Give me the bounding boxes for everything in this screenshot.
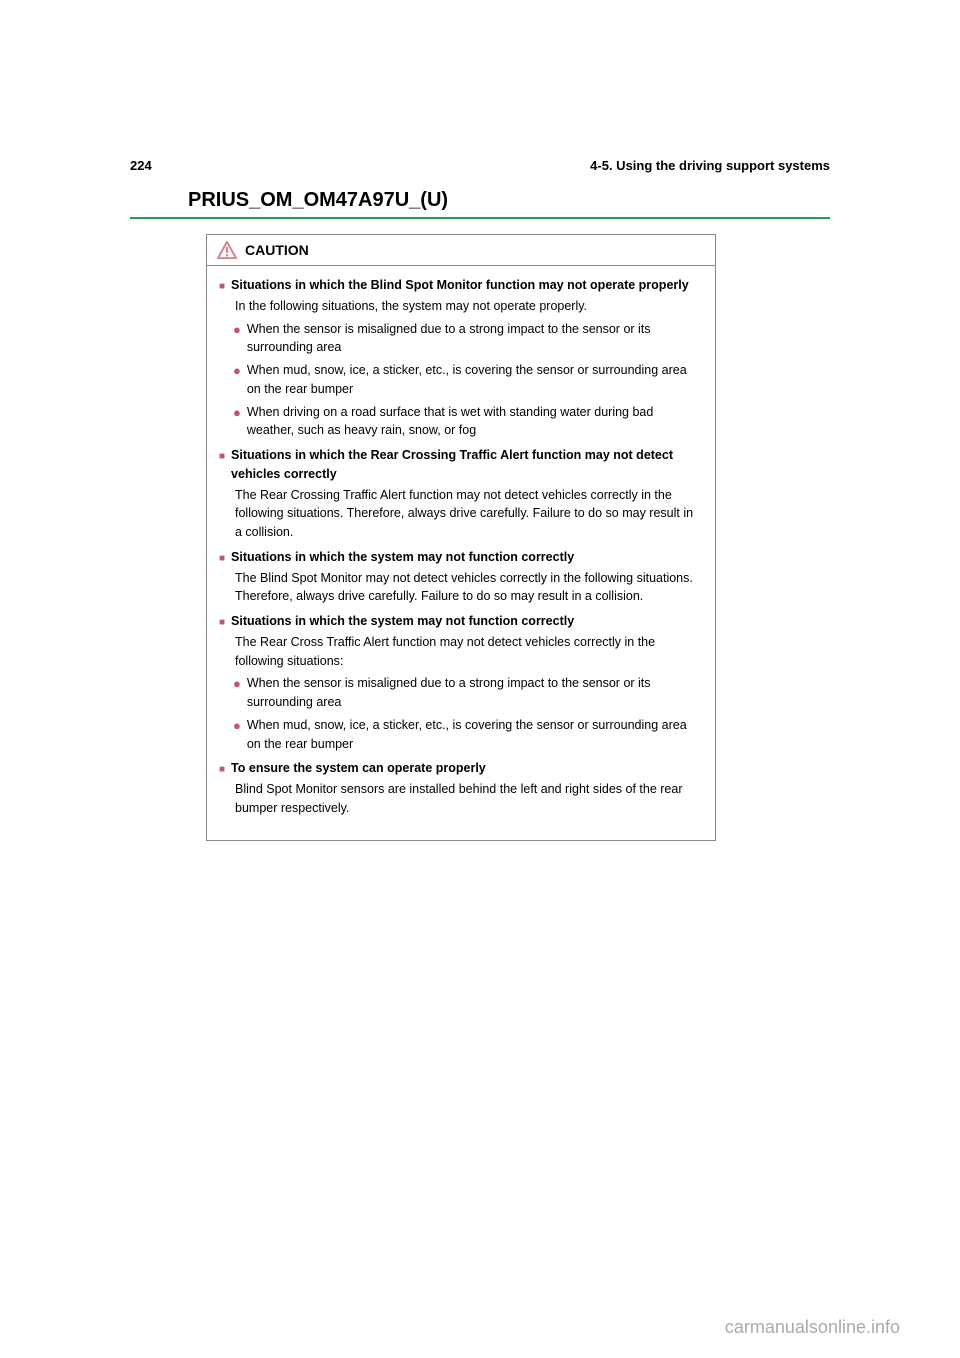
caution-body: ■ Situations in which the Blind Spot Mon… bbox=[207, 266, 715, 840]
section-body: The Rear Crossing Traffic Alert function… bbox=[235, 486, 703, 542]
section-heading: ■ Situations in which the system may not… bbox=[219, 548, 703, 567]
warning-triangle-icon bbox=[217, 241, 237, 259]
caution-header: CAUTION bbox=[207, 235, 715, 266]
section-heading: ■ To ensure the system can operate prope… bbox=[219, 759, 703, 778]
page-number: 224 bbox=[130, 158, 152, 173]
round-bullet-icon: ● bbox=[233, 716, 241, 736]
section-intro: The Rear Cross Traffic Alert function ma… bbox=[235, 633, 703, 671]
bullet-text: When driving on a road surface that is w… bbox=[247, 403, 703, 441]
square-bullet-icon: ■ bbox=[219, 615, 225, 630]
section-body: Blind Spot Monitor sensors are installed… bbox=[235, 780, 703, 818]
round-bullet-icon: ● bbox=[233, 403, 241, 423]
round-bullet-icon: ● bbox=[233, 674, 241, 694]
footer-watermark: carmanualsonline.info bbox=[725, 1317, 900, 1338]
section-intro: In the following situations, the system … bbox=[235, 297, 703, 316]
caution-box: CAUTION ■ Situations in which the Blind … bbox=[206, 234, 716, 841]
bullet-item: ● When mud, snow, ice, a sticker, etc., … bbox=[233, 716, 703, 754]
document-title: PRIUS_OM_OM47A97U_(U) bbox=[188, 189, 448, 212]
square-bullet-icon: ■ bbox=[219, 279, 225, 294]
round-bullet-icon: ● bbox=[233, 320, 241, 340]
section-heading: ■ Situations in which the system may not… bbox=[219, 612, 703, 631]
square-bullet-icon: ■ bbox=[219, 449, 225, 464]
square-bullet-icon: ■ bbox=[219, 551, 225, 566]
bullet-item: ● When mud, snow, ice, a sticker, etc., … bbox=[233, 361, 703, 399]
bullet-item: ● When the sensor is misaligned due to a… bbox=[233, 320, 703, 358]
section-heading-text: Situations in which the Blind Spot Monit… bbox=[231, 276, 689, 295]
section-heading-text: To ensure the system can operate properl… bbox=[231, 759, 486, 778]
bullet-text: When mud, snow, ice, a sticker, etc., is… bbox=[247, 361, 703, 399]
section-heading-text: Situations in which the system may not f… bbox=[231, 612, 574, 631]
caution-label: CAUTION bbox=[245, 242, 309, 258]
section-heading-text: Situations in which the Rear Crossing Tr… bbox=[231, 446, 703, 484]
bullet-item: ● When the sensor is misaligned due to a… bbox=[233, 674, 703, 712]
bullet-text: When the sensor is misaligned due to a s… bbox=[247, 320, 703, 358]
section-body: The Blind Spot Monitor may not detect ve… bbox=[235, 569, 703, 607]
square-bullet-icon: ■ bbox=[219, 762, 225, 777]
section-heading: ■ Situations in which the Rear Crossing … bbox=[219, 446, 703, 484]
header-divider bbox=[130, 217, 830, 219]
section-heading-text: Situations in which the system may not f… bbox=[231, 548, 574, 567]
section-heading: ■ Situations in which the Blind Spot Mon… bbox=[219, 276, 703, 295]
section-reference: 4-5. Using the driving support systems bbox=[590, 158, 830, 173]
bullet-item: ● When driving on a road surface that is… bbox=[233, 403, 703, 441]
bullet-text: When mud, snow, ice, a sticker, etc., is… bbox=[247, 716, 703, 754]
bullet-text: When the sensor is misaligned due to a s… bbox=[247, 674, 703, 712]
round-bullet-icon: ● bbox=[233, 361, 241, 381]
page-header: 224 4-5. Using the driving support syste… bbox=[130, 158, 830, 173]
